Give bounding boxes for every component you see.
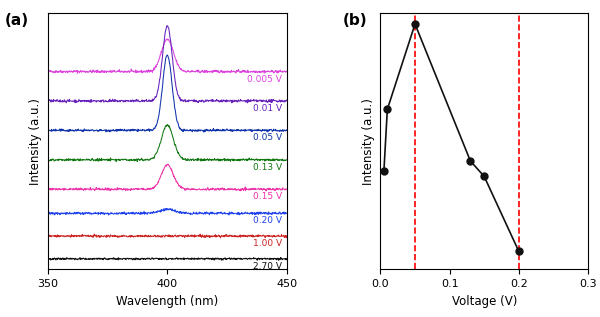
Y-axis label: Intensity (a.u.): Intensity (a.u.) (29, 98, 43, 184)
Text: 0.01 V: 0.01 V (253, 104, 282, 113)
Text: 0.05 V: 0.05 V (253, 133, 282, 142)
X-axis label: Voltage (V): Voltage (V) (452, 295, 517, 308)
Y-axis label: Intensity (a.u.): Intensity (a.u.) (362, 98, 375, 184)
Text: 0.005 V: 0.005 V (247, 74, 282, 83)
Text: 0.20 V: 0.20 V (253, 216, 282, 225)
Text: (a): (a) (5, 13, 29, 28)
Text: 0.13 V: 0.13 V (253, 163, 282, 172)
Text: 1.00 V: 1.00 V (253, 239, 282, 248)
Text: 0.15 V: 0.15 V (253, 192, 282, 201)
X-axis label: Wavelength (nm): Wavelength (nm) (116, 295, 218, 308)
Text: (b): (b) (343, 13, 368, 28)
Text: 2.70 V: 2.70 V (253, 262, 282, 271)
